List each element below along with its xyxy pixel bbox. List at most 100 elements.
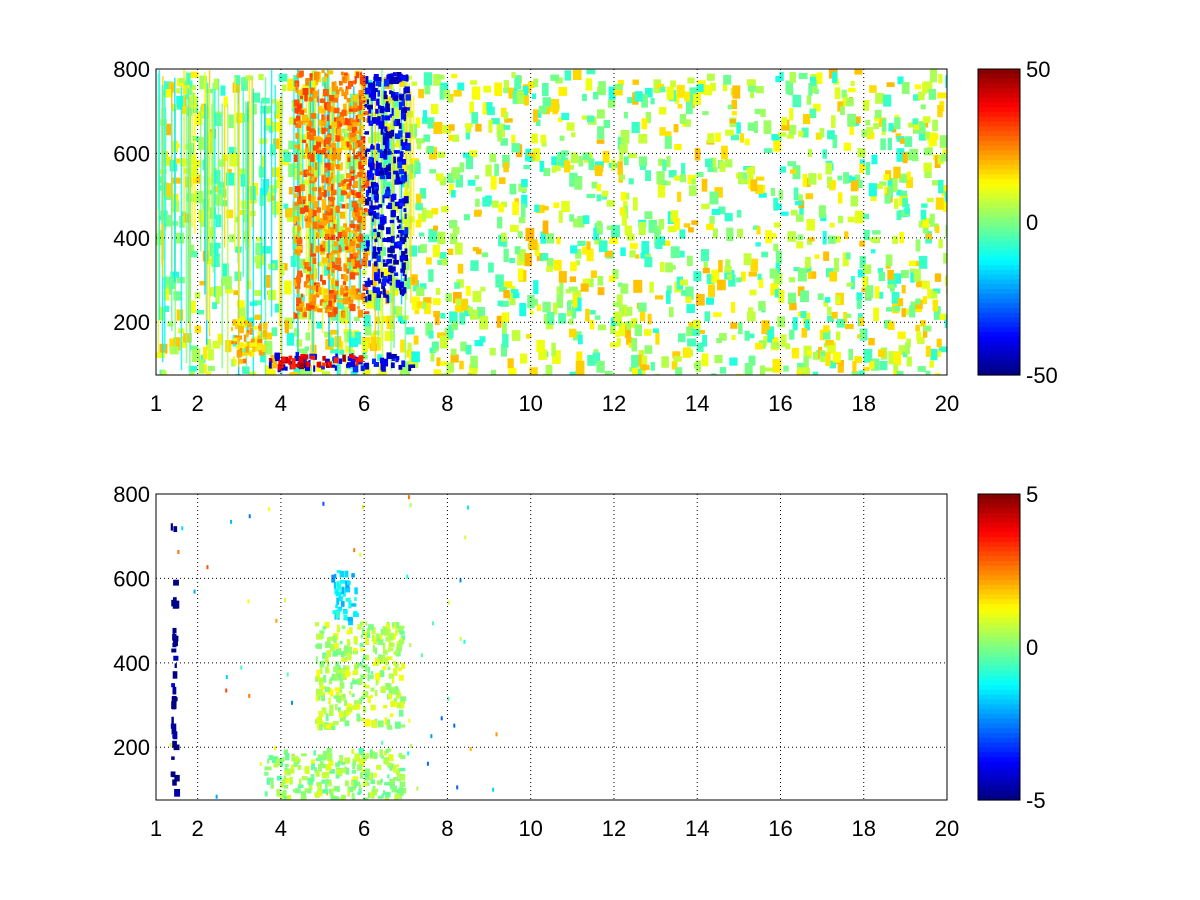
heatmap-cell [368,289,377,299]
heatmap-cell [943,252,947,264]
heatmap-cell [163,283,169,289]
heatmap-cell [932,299,938,312]
heatmap-feature-cell [315,757,322,762]
heatmap-cell [483,85,492,93]
heatmap-cell [501,312,510,323]
heatmap-feature-cell [370,704,376,711]
heatmap-cell [844,231,849,240]
colorbar-segment [978,670,1020,677]
heatmap-cell [179,77,185,84]
heatmap-cell [857,269,865,278]
heatmap-cell [695,293,705,306]
heatmap-cell [533,280,539,295]
heatmap-cell [524,253,533,267]
colorbar-segment [978,217,1020,223]
heatmap-feature-cell [336,624,340,633]
heatmap-cell [906,171,911,180]
heatmap-cell [185,72,191,85]
heatmap-cell [902,197,908,208]
heatmap-cell [432,621,435,626]
heatmap-streak [187,88,190,322]
heatmap-feature-cell [316,716,319,724]
heatmap-cell [550,74,560,81]
heatmap-feature-cell [393,150,400,154]
heatmap-cell [736,209,742,218]
heatmap-feature-cell [297,239,303,245]
heatmap-cell [787,292,797,305]
heatmap-feature-cell [338,80,343,86]
colorbar-segment [978,365,1020,371]
heatmap-cell [901,285,906,294]
heatmap-cell [807,148,812,157]
colorbar-segment [978,613,1020,619]
heatmap-feature-cell [349,690,352,695]
heatmap-streak [381,69,383,264]
heatmap-feature-cell [382,704,388,709]
heatmap-feature-cell [172,603,179,609]
heatmap-cell [850,176,856,182]
heatmap-feature-cell [283,778,287,784]
heatmap-feature-cell [249,342,256,348]
heatmap-cell [588,158,595,170]
heatmap-cell [582,246,587,255]
heatmap-feature-cell [252,346,256,352]
heatmap-cell [375,373,381,375]
heatmap-streak [308,89,311,321]
heatmap-feature-cell [364,772,370,781]
heatmap-cell [409,172,415,180]
heatmap-feature-cell [334,642,339,650]
heatmap-streak [212,100,215,273]
heatmap-feature-cell [306,274,310,282]
heatmap-feature-cell [377,149,383,153]
heatmap-feature-cell [333,97,339,103]
heatmap-feature-cell [296,297,302,304]
heatmap-cell [264,341,273,355]
heatmap-feature-cell [232,356,235,362]
heatmap-cell [922,116,931,123]
heatmap-cell [758,277,764,288]
heatmap-feature-cell [352,650,359,655]
heatmap-feature-cell [350,681,353,690]
heatmap-feature-cell [354,142,358,149]
heatmap-cell [608,275,616,282]
heatmap-cell [812,103,821,112]
heatmap-feature-cell [293,312,296,320]
heatmap-feature-cell [320,692,326,696]
heatmap-cell [271,369,276,375]
heatmap-feature-cell [295,313,298,319]
heatmap-feature-cell [296,275,302,284]
heatmap-feature-cell [393,120,397,126]
heatmap-feature-cell [349,304,356,312]
colorbar-segment [978,776,1020,782]
heatmap-feature-cell [331,725,336,731]
heatmap-cell [789,72,797,83]
heatmap-cell [479,315,489,330]
heatmap-cell [553,259,562,271]
heatmap-feature-cell [170,523,173,531]
heatmap-feature-cell [368,156,373,161]
heatmap-cell [714,187,723,198]
heatmap-cell [810,80,818,93]
heatmap-cell [912,118,919,125]
heatmap-cell [332,243,339,255]
heatmap-feature-cell [310,355,316,360]
heatmap-feature-cell [353,636,358,644]
heatmap-cell [878,271,886,281]
heatmap-cell [529,310,534,315]
heatmap-feature-cell [333,308,338,315]
heatmap-cell [613,90,623,96]
x-tick-label: 18 [851,391,875,416]
heatmap-feature-cell [311,176,316,182]
heatmap-feature-cell [368,170,372,175]
heatmap-cell [436,357,441,367]
heatmap-cell [894,117,901,130]
heatmap-cell [416,141,422,150]
colorbar-segment [978,709,1020,715]
heatmap-feature-cell [316,96,319,103]
heatmap-cell [288,163,294,178]
heatmap-cell [586,248,594,262]
heatmap-cell [792,317,798,331]
heatmap-cell [158,232,164,246]
colorbar-segment [978,145,1020,151]
heatmap-cell [502,334,509,348]
